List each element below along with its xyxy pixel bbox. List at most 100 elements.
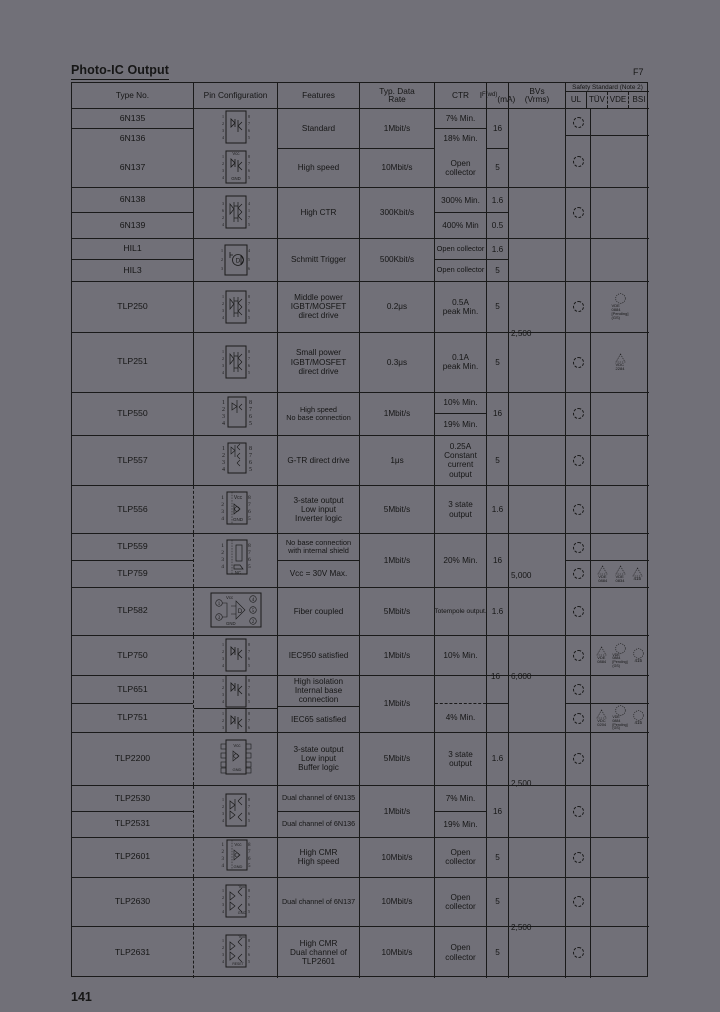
svg-text:6: 6 [248, 308, 250, 313]
svg-text:4: 4 [222, 909, 224, 914]
svg-text:5: 5 [248, 699, 250, 704]
svg-text:8: 8 [248, 678, 250, 683]
svg-text:3: 3 [222, 902, 224, 907]
svg-text:6: 6 [248, 952, 250, 957]
svg-text:4: 4 [248, 248, 250, 253]
svg-text:Vcc: Vcc [238, 934, 245, 939]
svg-text:Vcc: Vcc [232, 151, 240, 156]
svg-text:3: 3 [222, 656, 224, 661]
svg-text:3: 3 [222, 692, 224, 697]
svg-text:Vcc: Vcc [234, 842, 242, 847]
svg-text:5: 5 [249, 467, 252, 473]
svg-text:2: 2 [222, 407, 225, 413]
svg-text:8: 8 [248, 797, 250, 802]
svg-text:GND: GND [233, 517, 244, 522]
svg-text:Vcc: Vcc [238, 884, 245, 889]
svg-text:7: 7 [248, 121, 250, 126]
svg-text:NC: NC [234, 570, 240, 575]
svg-text:7: 7 [248, 804, 250, 809]
svg-text:1: 1 [222, 642, 224, 647]
svg-text:6: 6 [248, 902, 250, 907]
svg-text:7: 7 [248, 718, 250, 723]
svg-text:5: 5 [248, 315, 250, 320]
svg-text:1: 1 [222, 938, 224, 943]
svg-text:8: 8 [249, 446, 252, 452]
svg-text:5: 5 [248, 909, 250, 914]
svg-text:5: 5 [248, 864, 251, 869]
svg-text:5: 5 [248, 959, 250, 964]
svg-text:2: 2 [222, 804, 224, 809]
svg-text:6: 6 [249, 414, 252, 420]
svg-text:3: 3 [221, 557, 224, 563]
svg-text:4: 4 [222, 175, 224, 180]
svg-text:1: 1 [222, 349, 224, 354]
svg-text:4: 4 [222, 818, 224, 823]
svg-text:3: 3 [222, 308, 224, 313]
svg-text:1: 1 [222, 154, 224, 159]
svg-text:1: 1 [221, 495, 224, 501]
svg-text:8: 8 [248, 843, 251, 848]
svg-text:8: 8 [248, 938, 250, 943]
svg-text:GND: GND [233, 864, 242, 869]
svg-text:6: 6 [248, 692, 250, 697]
svg-text:2: 2 [221, 850, 224, 855]
svg-text:5: 5 [248, 257, 250, 262]
svg-text:3: 3 [222, 460, 225, 466]
svg-text:6: 6 [248, 811, 250, 816]
svg-text:5: 5 [249, 421, 252, 427]
svg-text:5: 5 [248, 564, 251, 570]
svg-text:6: 6 [248, 128, 250, 133]
svg-text:GND: GND [232, 767, 241, 772]
svg-text:RESET: RESET [232, 962, 243, 966]
svg-text:2: 2 [222, 453, 225, 459]
svg-text:3: 3 [222, 363, 224, 368]
svg-text:6: 6 [248, 557, 251, 563]
svg-text:7: 7 [248, 161, 250, 166]
svg-text:4: 4 [221, 516, 224, 522]
svg-text:6: 6 [248, 509, 251, 515]
svg-text:7: 7 [249, 453, 252, 459]
svg-text:8: 8 [248, 711, 250, 716]
svg-text:4: 4 [222, 959, 224, 964]
svg-text:1: 1 [221, 543, 224, 549]
svg-text:1: 1 [222, 114, 224, 119]
svg-text:Vcc: Vcc [226, 595, 234, 600]
svg-text:6: 6 [248, 266, 250, 271]
svg-text:8: 8 [248, 543, 251, 549]
svg-text:7: 7 [248, 895, 250, 900]
svg-text:7: 7 [248, 301, 250, 306]
svg-text:6: 6 [248, 363, 250, 368]
svg-text:2: 2 [222, 718, 224, 723]
svg-text:2: 2 [221, 550, 224, 556]
svg-text:8: 8 [248, 294, 250, 299]
svg-text:5: 5 [248, 370, 250, 375]
svg-text:8: 8 [248, 495, 251, 501]
svg-text:3: 3 [222, 414, 225, 420]
svg-text:4: 4 [221, 564, 224, 570]
svg-text:D: D [237, 609, 242, 615]
svg-text:7: 7 [248, 550, 251, 556]
svg-text:2: 2 [222, 161, 224, 166]
svg-text:8: 8 [248, 154, 250, 159]
svg-text:D: D [235, 257, 240, 264]
svg-text:1: 1 [222, 294, 224, 299]
svg-text:2: 2 [222, 121, 224, 126]
svg-text:Vcc: Vcc [233, 743, 241, 748]
svg-text:5: 5 [248, 516, 251, 522]
svg-text:2: 2 [222, 685, 224, 690]
svg-text:4: 4 [222, 467, 225, 473]
svg-text:8: 8 [248, 114, 250, 119]
svg-text:6: 6 [248, 725, 250, 730]
svg-text:1: 1 [222, 400, 225, 406]
svg-text:6: 6 [248, 857, 251, 862]
svg-text:3: 3 [222, 128, 224, 133]
svg-text:1: 1 [222, 446, 225, 452]
svg-text:2: 2 [222, 356, 224, 361]
svg-text:3: 3 [222, 201, 224, 206]
svg-text:5: 5 [248, 663, 250, 668]
svg-text:7: 7 [248, 685, 250, 690]
svg-text:8: 8 [248, 888, 250, 893]
svg-text:8: 8 [248, 349, 250, 354]
svg-text:7: 7 [248, 356, 250, 361]
svg-text:Vcc: Vcc [233, 495, 242, 501]
